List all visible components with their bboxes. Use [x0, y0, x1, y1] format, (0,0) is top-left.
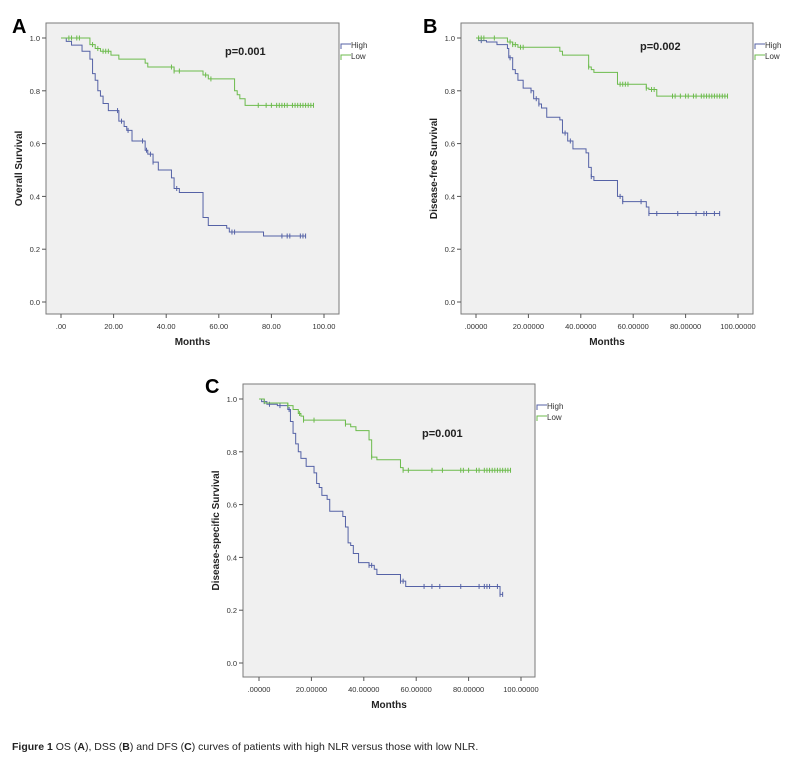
km-panel-b: B 0.0 0.2 0.4 0.6 0.8 1.0 .00000 20.00000 40.0000…: [423, 16, 781, 348]
legend-label-high: High: [547, 402, 563, 411]
y-tick-label: 1.0: [30, 34, 40, 43]
y-tick-label: 0.8: [445, 87, 455, 96]
x-tick-label: 80.00000: [453, 685, 484, 694]
y-tick-label: 0.4: [30, 192, 40, 201]
caption-figure-label: Figure 1: [12, 741, 53, 753]
x-tick-label: .00000: [248, 685, 271, 694]
plot-area: [45, 22, 340, 315]
km-panel-c: C 0.0 0.2 0.4 0.6 0.8 1.0 .00000 20.00000 40.0000…: [205, 376, 563, 711]
legend-swatch-low: [754, 54, 765, 60]
legend-swatch-low: [536, 415, 547, 421]
panel-label: C: [205, 376, 219, 398]
y-tick-label: 0.2: [30, 245, 40, 254]
x-tick-label: 40.00: [157, 322, 176, 331]
caption-panel-ref: A: [77, 741, 85, 753]
x-tick-label: 80.00: [262, 322, 281, 331]
survival-curve-high: [61, 37, 306, 237]
x-tick-label: 100.00: [313, 322, 336, 331]
y-tick-label: 0.0: [30, 298, 40, 307]
survival-curve-low: [476, 37, 728, 97]
x-tick-label: 60.00000: [618, 322, 649, 331]
legend-label-high: High: [765, 41, 781, 50]
km-panel-a: A 0.0 0.2 0.4 0.6 0.8 1.0 .00 20.00 40.00 60.00 80.…: [12, 16, 367, 348]
figure-caption: Figure 1 OS (A), DSS (B) and DFS (C) cur…: [12, 741, 478, 753]
x-tick-label: 60.00: [209, 322, 228, 331]
panel-label: B: [423, 16, 437, 38]
series-low: [61, 35, 314, 108]
x-axis-label: Months: [371, 700, 407, 711]
p-value-annotation: p=0.001: [422, 428, 463, 440]
y-tick-label: 0.2: [445, 245, 455, 254]
survival-curve-low: [61, 37, 314, 106]
series-high: [61, 37, 307, 239]
legend-label-low: Low: [547, 413, 562, 422]
y-tick-label: 0.6: [30, 140, 40, 149]
x-tick-label: 60.00000: [401, 685, 432, 694]
plot-area: [460, 22, 754, 315]
p-value-annotation: p=0.001: [225, 46, 266, 58]
y-axis-label: Disease-specific Survival: [211, 470, 222, 590]
x-tick-label: 100.00000: [720, 322, 755, 331]
legend-swatch-high: [754, 43, 765, 49]
y-tick-label: 0.0: [227, 659, 237, 668]
legend-swatch-high: [536, 404, 547, 410]
x-tick-label: .00: [56, 322, 66, 331]
x-tick-label: 40.00000: [348, 685, 379, 694]
caption-panel-ref: C: [184, 741, 192, 753]
caption-text: OS (: [52, 741, 78, 753]
series-low: [259, 398, 512, 473]
y-tick-label: 1.0: [445, 34, 455, 43]
x-axis-label: Months: [175, 337, 211, 348]
survival-curve-high: [476, 37, 720, 215]
survival-curve-low: [259, 398, 511, 471]
legend-label-low: Low: [765, 52, 780, 61]
x-tick-label: 20.00000: [296, 685, 327, 694]
y-tick-label: 0.4: [227, 553, 237, 562]
survival-curve-high: [259, 398, 503, 595]
plot-area: [242, 383, 536, 678]
y-tick-label: 0.8: [30, 87, 40, 96]
x-tick-label: 20.00: [104, 322, 123, 331]
legend-label-high: High: [351, 41, 367, 50]
x-tick-label: 20.00000: [513, 322, 544, 331]
series-high: [476, 37, 721, 217]
y-tick-label: 0.6: [445, 140, 455, 149]
y-axis-label: Overall Survival: [14, 130, 25, 206]
panel-label: A: [12, 16, 26, 38]
y-tick-label: 0.2: [227, 606, 237, 615]
legend-swatch-low: [340, 54, 351, 60]
caption-text: ), DSS (: [84, 741, 123, 753]
caption-panel-ref: B: [122, 741, 130, 753]
y-tick-label: 0.6: [227, 501, 237, 510]
caption-text: ) curves of patients with high NLR versu…: [191, 741, 479, 753]
x-tick-label: .00000: [465, 322, 488, 331]
x-tick-label: 100.00000: [503, 685, 538, 694]
legend-swatch-high: [340, 43, 351, 49]
legend-label-low: Low: [351, 52, 366, 61]
x-tick-label: 40.00000: [565, 322, 596, 331]
series-low: [476, 35, 729, 99]
y-tick-label: 0.0: [445, 298, 455, 307]
x-tick-label: 80.00000: [670, 322, 701, 331]
y-axis-label: Disease-free Survival: [429, 118, 440, 219]
caption-text: ) and DFS (: [129, 741, 185, 753]
p-value-annotation: p=0.002: [640, 41, 681, 53]
y-tick-label: 0.8: [227, 448, 237, 457]
y-tick-label: 1.0: [227, 395, 237, 404]
x-axis-label: Months: [589, 337, 625, 348]
y-tick-label: 0.4: [445, 192, 455, 201]
